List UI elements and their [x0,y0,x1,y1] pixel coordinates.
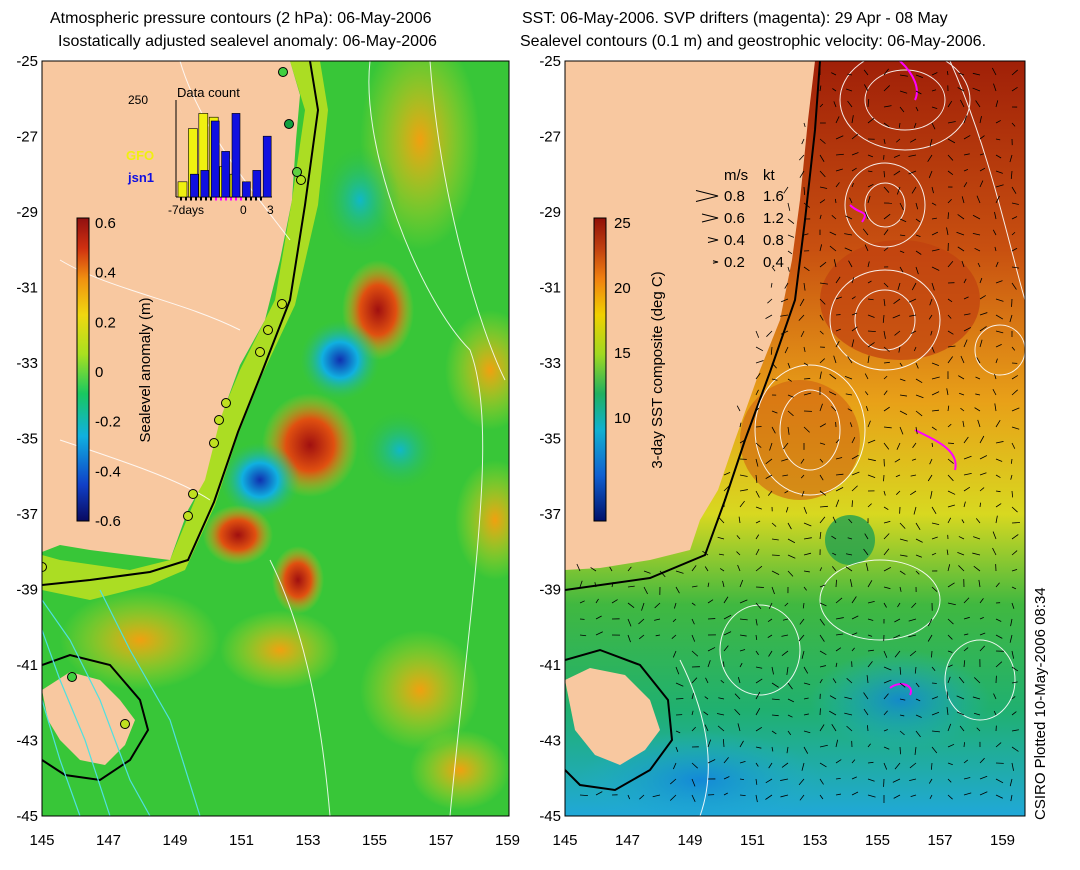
y-axis-tick-label: -45 [539,808,561,825]
velocity-legend-arrow [695,190,719,202]
y-axis-tick-label: -33 [539,355,561,372]
y-axis-tick-label: -35 [539,431,561,448]
y-axis-tick-label: -29 [539,204,561,221]
x-axis-tick-label: 145 [552,832,577,849]
sst-colorbar [593,217,607,522]
sst-colorbar-tick: 10 [614,410,631,427]
x-axis-tick-label: 153 [802,832,827,849]
y-axis-tick-label: -45 [16,808,38,825]
velocity-legend-arrow [701,213,719,223]
velocity-legend-kt: 0.8 [763,232,784,249]
sealevel-colorbar-tick: 0.6 [95,215,116,232]
x-axis-tick-label: 149 [677,832,702,849]
sealevel-colorbar-tick: 0.2 [95,314,116,331]
sealevel-colorbar-tick: -0.2 [95,414,121,431]
right-title-line1: SST: 06-May-2006. SVP drifters (magenta)… [522,10,948,27]
sealevel-colorbar-tick: 0 [95,364,103,381]
y-axis-tick-label: -39 [16,582,38,599]
x-axis-tick-label: 159 [495,832,520,849]
x-axis-tick-label: 155 [362,832,387,849]
y-axis-tick-label: -43 [16,733,38,750]
y-axis-tick-label: -39 [539,582,561,599]
inset-title: Data count [177,85,240,100]
y-axis-tick-label: -27 [539,129,561,146]
sealevel-colorbar-tick: -0.6 [95,513,121,530]
inset-bar-jsn1 [242,181,251,198]
sst-map [565,61,1025,816]
left-title-line1: Atmospheric pressure contours (2 hPa): 0… [50,10,432,27]
x-axis-tick-label: 153 [295,832,320,849]
inset-x-tick: 3 [267,203,274,217]
x-axis-tick-label: 157 [927,832,952,849]
y-axis-tick-label: -41 [539,657,561,674]
inset-ymax-label: 250 [128,93,148,107]
x-axis-tick-label: 145 [29,832,54,849]
velocity-legend-kt: 1.6 [763,188,784,205]
y-axis-tick-label: -27 [16,129,38,146]
y-axis-tick-label: -25 [16,53,38,70]
velocity-legend-header-ms: m/s [724,167,748,184]
y-axis-tick-label: -31 [16,280,38,297]
y-axis-tick-label: -35 [16,431,38,448]
sst-colorbar-tick: 20 [614,280,631,297]
inset-x-tick: 0 [240,203,247,217]
credit-text: CSIRO Plotted 10-May-2006 08:34 [1032,587,1049,820]
velocity-legend-arrow [712,260,719,264]
x-axis-tick-label: 155 [865,832,890,849]
y-axis-tick-label: -37 [539,506,561,523]
y-axis-tick-label: -33 [16,355,38,372]
data-count-inset: Data count 250 GFO jsn1 -7days 0 3 [126,85,274,217]
x-axis-tick-label: 149 [162,832,187,849]
velocity-legend-kt: 1.2 [763,210,784,227]
svp-drifter-tracks [849,61,957,696]
left-title-line2: Isostatically adjusted sealevel anomaly:… [58,33,437,50]
x-axis-tick-label: 159 [990,832,1015,849]
inset-bar-jsn1 [252,170,262,198]
x-axis-tick-label: 147 [96,832,121,849]
x-axis-tick-label: 151 [740,832,765,849]
x-axis-tick-label: 147 [615,832,640,849]
y-axis-tick-label: -29 [16,204,38,221]
y-axis-tick-label: -37 [16,506,38,523]
sst-colorbar-tick: 25 [614,215,631,232]
inset-bar-gfo [177,181,188,198]
inset-legend-gfo: GFO [126,148,154,163]
velocity-legend-kt: 0.4 [763,254,784,271]
x-axis-tick-label: 151 [229,832,254,849]
velocity-legend-ms: 0.6 [724,210,745,227]
y-axis-tick-label: -41 [16,657,38,674]
velocity-legend-arrow [707,237,719,243]
sealevel-colorbar-tick: 0.4 [95,265,116,282]
tasmania-land-right [565,668,660,765]
sst-colorbar-label: 3-day SST composite (deg C) [649,271,666,468]
sealevel-anomaly-map [42,61,509,816]
y-axis-tick-label: -31 [539,280,561,297]
inset-bar-jsn1 [231,113,241,198]
sealevel-colorbar-tick: -0.4 [95,463,121,480]
inset-bar-jsn1 [200,170,210,198]
sealevel-colorbar-label: Sealevel anomaly (m) [137,297,154,442]
tasmania-land [42,672,135,765]
australia-land-right [565,61,815,570]
velocity-legend-ms: 0.2 [724,254,745,271]
x-axis-tick-label: 157 [428,832,453,849]
geostrophic-velocity-arrows [576,67,1021,803]
right-title-line2: Sealevel contours (0.1 m) and geostrophi… [520,33,987,50]
inset-bar-jsn1 [210,120,220,198]
y-axis-tick-label: -25 [539,53,561,70]
inset-bar-jsn1 [262,135,272,198]
velocity-legend-ms: 0.8 [724,188,745,205]
sealevel-colorbar [76,217,90,522]
sst-colorbar-tick: 15 [614,345,631,362]
tide-gauge-markers [42,67,306,729]
velocity-legend: m/s kt 0.8 1.6 0.6 1.2 0.4 0.8 0.2 0.4 [695,167,784,271]
velocity-legend-ms: 0.4 [724,232,745,249]
inset-x-tick: -7days [168,203,204,217]
inset-bar-jsn1 [190,173,199,198]
inset-bar-jsn1 [221,151,230,198]
inset-legend-jsn1: jsn1 [127,170,154,185]
velocity-legend-header-kt: kt [763,167,776,184]
y-axis-tick-label: -43 [539,733,561,750]
